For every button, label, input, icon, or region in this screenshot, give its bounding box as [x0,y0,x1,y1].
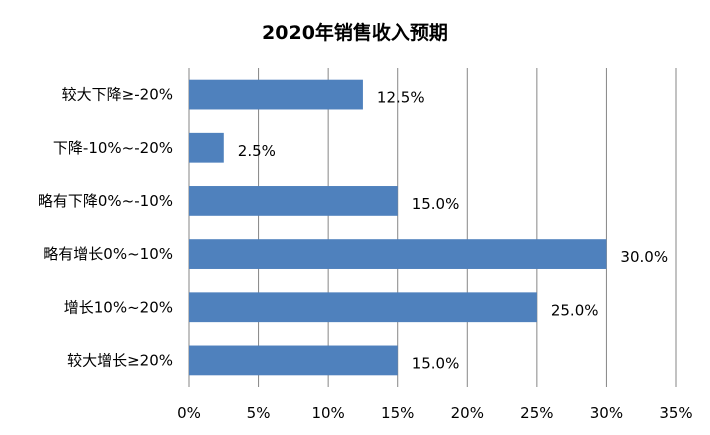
x-tick-label: 35% [659,404,692,422]
x-tick-label: 5% [247,404,271,422]
bar [189,79,363,110]
x-tick-label: 20% [451,404,484,422]
x-tick-label: 0% [177,404,201,422]
category-label: 略有增长0%~10% [43,245,173,263]
category-label: 略有下降0%~-10% [38,192,173,210]
x-tick-label: 30% [590,404,623,422]
data-label: 15.0% [412,354,460,372]
category-label: 增长10%~20% [64,298,173,316]
data-label: 12.5% [377,89,425,107]
data-label: 25.0% [551,301,599,319]
bar [189,239,607,269]
bar [189,132,224,163]
category-label: 较大增长≥20% [67,351,173,369]
x-tick-label: 25% [520,404,553,422]
data-label: 30.0% [620,248,668,266]
data-label: 15.0% [412,195,460,213]
bar [189,186,398,216]
x-tick-label: 15% [381,404,414,422]
chart-title: 2020年销售收入预期 [262,22,448,44]
category-label: 下降-10%~-20% [53,139,173,157]
data-label: 2.5% [238,142,276,160]
x-tick-label: 10% [311,404,344,422]
category-label: 较大下降≥-20% [62,86,173,104]
bar [189,292,537,323]
bar [189,345,398,376]
